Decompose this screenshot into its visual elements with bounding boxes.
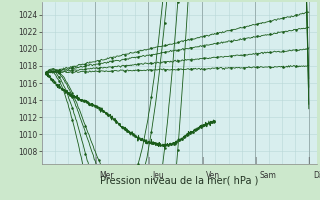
- Text: Ven: Ven: [206, 171, 220, 180]
- X-axis label: Pression niveau de la mer( hPa ): Pression niveau de la mer( hPa ): [100, 175, 258, 185]
- Text: |: |: [94, 157, 96, 164]
- Text: |: |: [308, 157, 310, 164]
- Text: Sam: Sam: [260, 171, 276, 180]
- Text: Dim: Dim: [313, 171, 320, 180]
- Text: |: |: [147, 157, 150, 164]
- Text: Mer: Mer: [99, 171, 114, 180]
- Text: |: |: [201, 157, 203, 164]
- Text: Jeu: Jeu: [153, 171, 164, 180]
- Text: |: |: [254, 157, 257, 164]
